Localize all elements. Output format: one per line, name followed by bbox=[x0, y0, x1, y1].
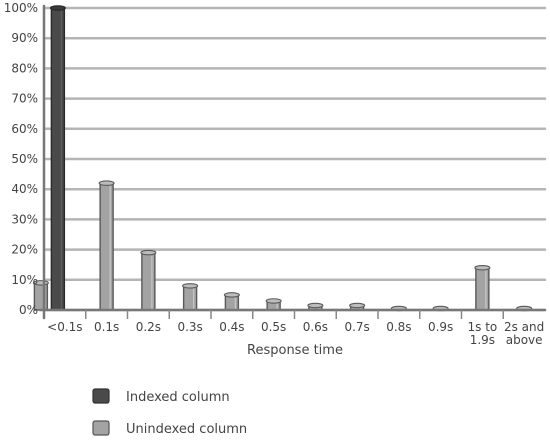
x-tick-label-0-6s: 0.6s bbox=[303, 320, 328, 334]
bar-cap bbox=[182, 283, 199, 289]
legend: Indexed column Unindexed column bbox=[92, 388, 247, 437]
x-tick-label-0-1s: 0.1s bbox=[94, 320, 119, 334]
gridlines bbox=[42, 6, 547, 312]
bar-cap bbox=[349, 302, 366, 309]
axes bbox=[38, 4, 547, 320]
bar-cap bbox=[223, 292, 240, 298]
y-tick-label-70: 70% bbox=[11, 92, 38, 106]
legend-item-unindexed: Unindexed column bbox=[92, 420, 247, 437]
y-tick-label-90: 90% bbox=[11, 31, 38, 45]
x-tick-label-1s-to-1-9s: 1s to 1.9s bbox=[468, 320, 498, 347]
y-tick-label-20: 20% bbox=[11, 243, 38, 257]
legend-swatch-unindexed bbox=[92, 420, 110, 436]
legend-item-indexed: Indexed column bbox=[92, 388, 230, 405]
bar-unindexed-column-0-1s bbox=[98, 180, 115, 311]
x-tick-label-0-1s: <0.1s bbox=[47, 320, 82, 334]
bar-unindexed-column-0-5s bbox=[265, 298, 282, 311]
tick-labels: 0% 10% 20% 30% 40% 50% 60% 70% 80% 90% 100% <0.1s 0.… bbox=[4, 1, 545, 347]
bar-cap bbox=[307, 302, 324, 309]
legend-swatch-indexed bbox=[92, 388, 110, 404]
bar-cap bbox=[98, 180, 115, 186]
x-tick-label-2s-and-above: 2s and above bbox=[504, 320, 544, 347]
bar-cap bbox=[474, 264, 491, 271]
legend-label-unindexed: Unindexed column bbox=[126, 422, 247, 437]
y-tick-label-40: 40% bbox=[11, 182, 38, 196]
bar-body bbox=[99, 182, 114, 311]
x-axis-title: Response time bbox=[247, 343, 343, 358]
x-tick-label-0-4s: 0.4s bbox=[219, 320, 244, 334]
bar-cap bbox=[49, 5, 66, 11]
legend-label-indexed: Indexed column bbox=[126, 390, 230, 405]
bar-cap bbox=[140, 249, 157, 256]
bar-unindexed-column-1s-to-1-9s bbox=[474, 264, 491, 311]
x-tick-label-0-2s: 0.2s bbox=[136, 320, 161, 334]
y-tick-label-10: 10% bbox=[11, 273, 38, 287]
x-tick-label-0-8s: 0.8s bbox=[386, 320, 411, 334]
bar-unindexed-column-0-3s bbox=[182, 283, 199, 311]
y-tick-label-100: 100% bbox=[4, 1, 38, 15]
bar-body bbox=[141, 251, 156, 311]
y-tick-label-60: 60% bbox=[11, 122, 38, 136]
bar-indexed-column-0-1s bbox=[49, 5, 66, 311]
bar-cap bbox=[265, 298, 282, 304]
bar-unindexed-column-0-4s bbox=[223, 292, 240, 311]
x-tick-label-0-3s: 0.3s bbox=[177, 320, 202, 334]
bar-unindexed-column-0-2s bbox=[140, 249, 157, 311]
y-tick-label-50: 50% bbox=[11, 152, 38, 166]
bar-body bbox=[182, 285, 198, 311]
y-tick-label-0: 0% bbox=[19, 303, 38, 317]
y-tick-label-80: 80% bbox=[11, 61, 38, 75]
bar-unindexed-column-0-7s bbox=[349, 302, 366, 311]
bar-body bbox=[475, 267, 490, 311]
bar-body bbox=[50, 7, 66, 311]
y-tick-label-30: 30% bbox=[11, 212, 38, 226]
x-tick-label-0-5s: 0.5s bbox=[261, 320, 286, 334]
x-tick-label-0-7s: 0.7s bbox=[344, 320, 369, 334]
x-tick-label-0-9s: 0.9s bbox=[428, 320, 453, 334]
